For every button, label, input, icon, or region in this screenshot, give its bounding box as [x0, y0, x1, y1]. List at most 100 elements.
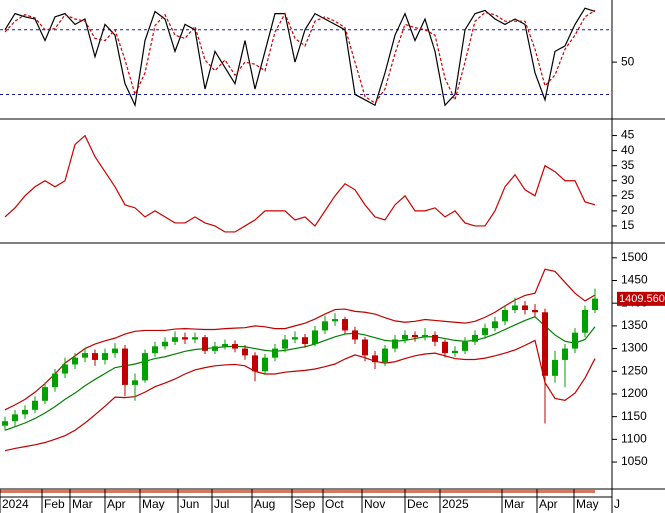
y-tick-label: 1150 — [621, 409, 647, 423]
candle-body — [132, 380, 138, 385]
x-tick-label: J — [614, 497, 620, 511]
candle-body — [462, 341, 468, 351]
candle-body — [522, 305, 528, 310]
x-tick-label: Apr — [107, 497, 126, 511]
x-tick-label: Jun — [180, 497, 199, 511]
line-series — [4, 339, 596, 452]
candle-body — [542, 312, 548, 376]
line-series — [4, 7, 596, 108]
candle-body — [532, 309, 538, 313]
candle-body — [282, 339, 288, 349]
candle-body — [202, 337, 208, 351]
y-tick-label: 50 — [621, 54, 635, 68]
candle-body — [242, 348, 248, 356]
candle-body — [342, 319, 348, 331]
x-tick-label: Mar — [504, 497, 525, 511]
candle-body — [412, 334, 418, 338]
candle-body — [302, 337, 308, 345]
candle-body — [2, 421, 8, 426]
candle-body — [222, 344, 228, 347]
candle-body — [142, 353, 148, 381]
line-series — [4, 316, 596, 431]
candle-body — [232, 344, 238, 349]
candle-body — [432, 334, 438, 342]
candle-body — [292, 337, 298, 340]
x-tick-label: Dec — [407, 497, 428, 511]
candle-body — [122, 348, 128, 385]
candle-body — [102, 353, 108, 360]
candle-body — [322, 321, 328, 331]
candle-body — [32, 400, 38, 410]
y-tick-label: 1100 — [621, 432, 647, 446]
x-tick-label: May — [142, 497, 165, 511]
candle-body — [372, 355, 378, 363]
candle-body — [262, 357, 268, 372]
candle-body — [152, 346, 158, 354]
line-series — [4, 9, 596, 104]
y-tick-label: 1450 — [621, 273, 648, 287]
candle-body — [72, 357, 78, 365]
candle-body — [12, 414, 18, 422]
y-tick-label: 40 — [621, 143, 635, 157]
x-tick-label: May — [576, 497, 599, 511]
candle-body — [332, 319, 338, 322]
last-price-label: 1409.560 — [619, 293, 665, 305]
candle-body — [512, 305, 518, 310]
candle-body — [392, 339, 398, 349]
y-tick-label: 30 — [621, 173, 635, 187]
candle-body — [552, 359, 558, 376]
line-series — [4, 134, 596, 233]
candle-body — [112, 348, 118, 354]
candle-body — [312, 330, 318, 345]
candle-body — [252, 355, 258, 372]
candle-body — [182, 337, 188, 340]
line-series — [4, 268, 596, 411]
y-tick-label: 1250 — [621, 363, 648, 377]
candle-body — [352, 330, 358, 340]
candle-body — [562, 348, 568, 360]
candle-body — [452, 350, 458, 354]
y-tick-label: 1350 — [621, 318, 648, 332]
y-tick-label: 1050 — [621, 454, 648, 468]
last-price-box — [617, 291, 665, 306]
candle-body — [192, 337, 198, 340]
candle-body — [492, 321, 498, 329]
candle-body — [382, 348, 388, 363]
y-tick-label: 1200 — [621, 386, 648, 400]
y-tick-label: 25 — [621, 188, 635, 202]
candle-body — [172, 337, 178, 342]
candle-body — [362, 339, 368, 356]
candle-body — [52, 373, 58, 388]
x-tick-label: Aug — [254, 497, 275, 511]
candle-body — [402, 334, 408, 340]
y-tick-label: 45 — [621, 128, 635, 142]
candle-body — [442, 341, 448, 354]
candle-body — [472, 334, 478, 342]
x-tick-label: 2024 — [2, 497, 29, 511]
candle-body — [572, 332, 578, 349]
candle-body — [502, 309, 508, 322]
x-tick-label: Apr — [539, 497, 558, 511]
y-tick-label: 35 — [621, 158, 635, 172]
candle-body — [582, 309, 588, 333]
candle-body — [422, 334, 428, 338]
candle-body — [22, 409, 28, 415]
y-tick-label: 15 — [621, 218, 635, 232]
y-tick-label: 20 — [621, 203, 635, 217]
x-tick-label: Sep — [294, 497, 316, 511]
candle-body — [212, 346, 218, 351]
y-tick-label: 1300 — [621, 341, 648, 355]
x-tick-label: Nov — [364, 497, 385, 511]
candle-body — [592, 298, 598, 310]
x-tick-label: Feb — [44, 497, 65, 511]
x-tick-label: Mar — [72, 497, 93, 511]
volume-strip — [0, 490, 595, 493]
candle-body — [62, 364, 68, 374]
candle-body — [482, 328, 488, 335]
candle-body — [272, 348, 278, 358]
candle-body — [82, 353, 88, 358]
candle-body — [42, 387, 48, 401]
